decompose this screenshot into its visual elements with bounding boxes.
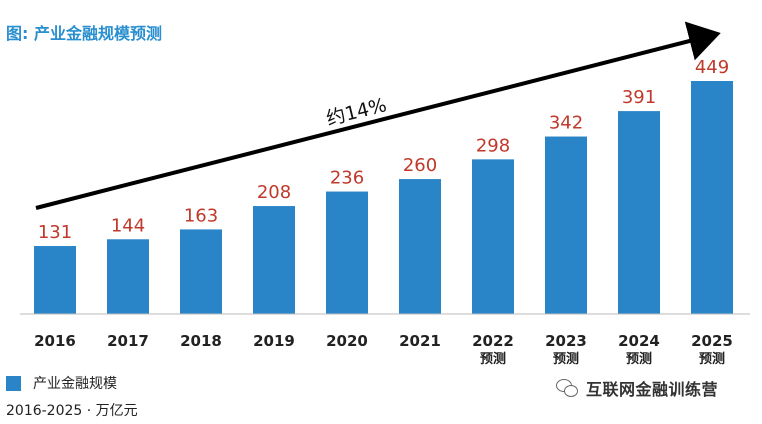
legend-label: 产业金融规模 bbox=[33, 376, 117, 392]
watermark: 互联网金融训练营 bbox=[556, 376, 718, 400]
forecast-sublabel: 预测 bbox=[553, 351, 579, 367]
labels-group: 131 2016 144 2017 163 2018 208 2019 236 2020 260 20… bbox=[34, 57, 733, 367]
value-label: 342 bbox=[549, 113, 583, 134]
bar-2016 bbox=[34, 246, 76, 314]
bar-2017 bbox=[107, 239, 149, 314]
bar-2021 bbox=[399, 179, 441, 314]
value-label: 260 bbox=[403, 155, 437, 176]
category-label: 2019 bbox=[253, 332, 295, 350]
value-label: 144 bbox=[111, 215, 145, 236]
bar-2025 bbox=[691, 81, 733, 314]
category-label: 2017 bbox=[107, 332, 149, 350]
category-label: 2023 bbox=[545, 332, 587, 350]
bars-group bbox=[34, 81, 733, 314]
forecast-sublabel: 预测 bbox=[699, 351, 725, 367]
bar-2023 bbox=[545, 136, 587, 314]
value-label: 131 bbox=[38, 222, 72, 243]
forecast-sublabel: 预测 bbox=[480, 351, 506, 367]
bar-2022 bbox=[472, 159, 514, 314]
bar-2019 bbox=[253, 206, 295, 314]
chart-title: 图: 产业金融规模预测 bbox=[6, 24, 162, 43]
value-label: 298 bbox=[476, 135, 510, 156]
value-label: 208 bbox=[257, 182, 291, 203]
legend-swatch bbox=[6, 375, 21, 391]
category-label: 2018 bbox=[180, 332, 222, 350]
bar-2020 bbox=[326, 191, 368, 314]
unit-note: 2016-2025 · 万亿元 bbox=[6, 403, 138, 419]
category-label: 2021 bbox=[399, 332, 441, 350]
category-label: 2022 bbox=[472, 332, 514, 350]
bar-2018 bbox=[180, 229, 222, 314]
value-label: 449 bbox=[695, 57, 729, 78]
value-label: 236 bbox=[330, 168, 364, 189]
category-label: 2016 bbox=[34, 332, 76, 350]
wechat-icon bbox=[556, 379, 578, 397]
legend: 产业金融规模 bbox=[6, 373, 117, 393]
value-label: 163 bbox=[184, 205, 218, 226]
growth-arrow bbox=[35, 21, 721, 210]
watermark-text: 互联网金融训练营 bbox=[586, 380, 719, 399]
forecast-sublabel: 预测 bbox=[626, 351, 652, 367]
category-label: 2020 bbox=[326, 332, 368, 350]
bar-chart: 131 2016 144 2017 163 2018 208 2019 236 2020 260 20… bbox=[20, 21, 750, 367]
category-label: 2025 bbox=[691, 332, 733, 350]
value-label: 391 bbox=[622, 87, 656, 108]
category-label: 2024 bbox=[618, 332, 660, 350]
bar-2024 bbox=[618, 111, 660, 314]
